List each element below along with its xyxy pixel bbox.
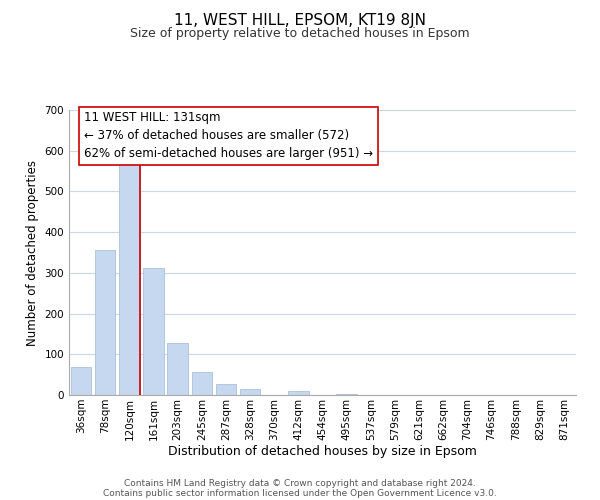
Bar [71, 368, 91, 395]
Bar [191, 372, 212, 395]
Bar [167, 343, 188, 395]
Y-axis label: Number of detached properties: Number of detached properties [26, 160, 39, 346]
Bar [288, 391, 308, 395]
X-axis label: Distribution of detached houses by size in Epsom: Distribution of detached houses by size … [168, 446, 477, 458]
Bar [215, 384, 236, 395]
Text: 11 WEST HILL: 131sqm
← 37% of detached houses are smaller (572)
62% of semi-deta: 11 WEST HILL: 131sqm ← 37% of detached h… [84, 112, 373, 160]
Bar [143, 268, 164, 395]
Text: Contains HM Land Registry data © Crown copyright and database right 2024.: Contains HM Land Registry data © Crown c… [124, 478, 476, 488]
Bar [119, 164, 140, 395]
Bar [337, 394, 357, 395]
Text: 11, WEST HILL, EPSOM, KT19 8JN: 11, WEST HILL, EPSOM, KT19 8JN [174, 12, 426, 28]
Text: Contains public sector information licensed under the Open Government Licence v3: Contains public sector information licen… [103, 488, 497, 498]
Bar [95, 250, 115, 395]
Text: Size of property relative to detached houses in Epsom: Size of property relative to detached ho… [130, 28, 470, 40]
Bar [240, 390, 260, 395]
